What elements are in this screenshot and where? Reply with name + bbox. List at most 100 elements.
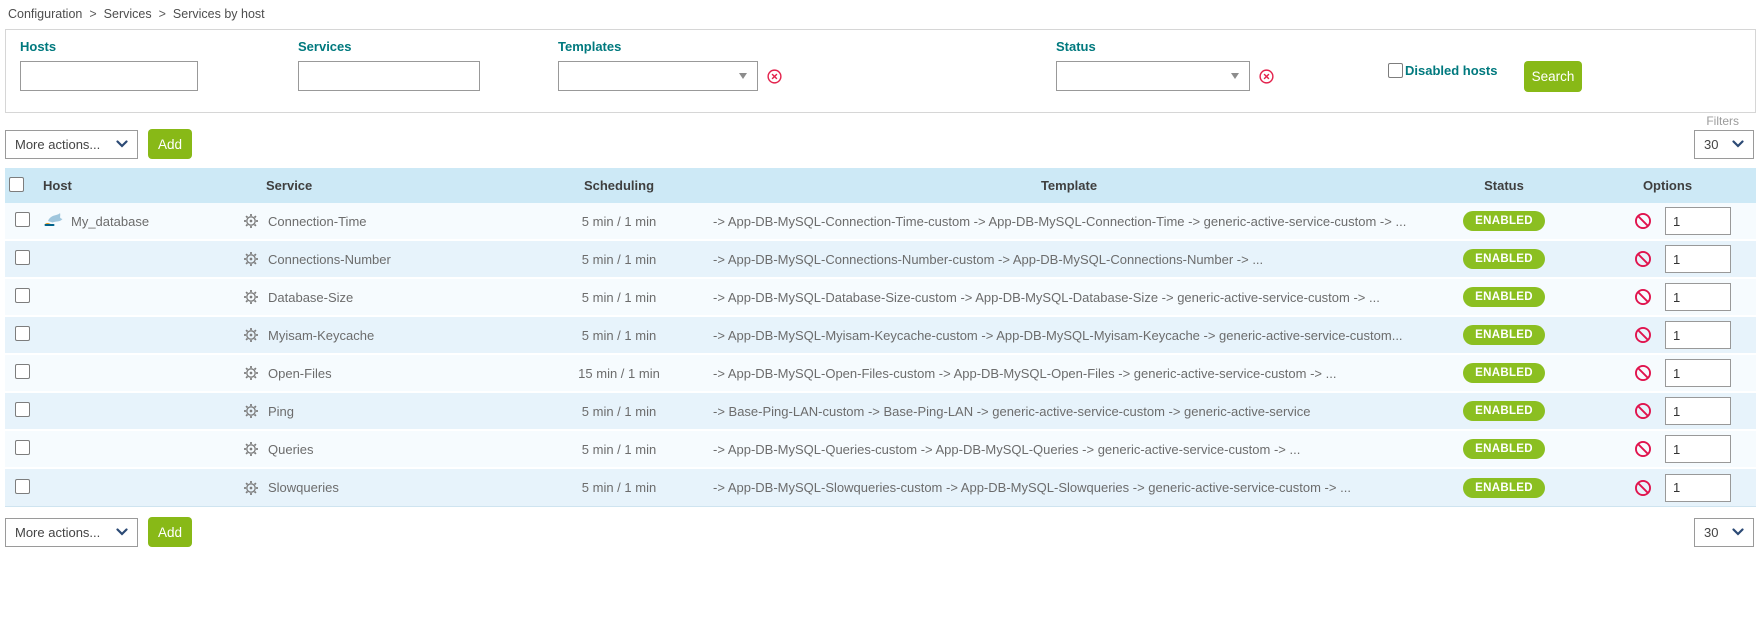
- disable-service-icon[interactable]: [1634, 288, 1652, 306]
- status-label: Status: [1056, 39, 1096, 54]
- service-name[interactable]: Open-Files: [268, 365, 332, 381]
- table-row: Connections-Number 5 min / 1 min -> App-…: [5, 241, 1756, 279]
- table-row: Database-Size 5 min / 1 min -> App-DB-My…: [5, 279, 1756, 317]
- row-checkbox[interactable]: [14, 326, 30, 341]
- status-badge: ENABLED: [1463, 363, 1545, 383]
- more-actions-select[interactable]: More actions...: [5, 129, 138, 159]
- services-filter-group: Services: [298, 39, 480, 91]
- order-input[interactable]: [1665, 207, 1731, 235]
- host-name[interactable]: My_database: [71, 213, 150, 229]
- table-row: Ping 5 min / 1 min -> Base-Ping-LAN-cust…: [5, 393, 1756, 431]
- breadcrumb-separator: >: [89, 7, 97, 21]
- template-chain: -> App-DB-MySQL-Database-Size-custom -> …: [709, 279, 1429, 317]
- add-button[interactable]: Add: [148, 517, 192, 547]
- service-name[interactable]: Connection-Time: [268, 213, 367, 229]
- templates-select[interactable]: [558, 61, 758, 91]
- services-table: Host Service Scheduling Template Status …: [5, 168, 1756, 507]
- gear-icon: [243, 327, 259, 343]
- bottom-toolbar: More actions... Add 30: [5, 517, 1756, 547]
- disable-service-icon[interactable]: [1634, 250, 1652, 268]
- scheduling-value: 5 min / 1 min: [529, 431, 709, 469]
- page-size-select[interactable]: 30: [1694, 517, 1754, 547]
- add-button[interactable]: Add: [148, 129, 192, 159]
- column-header-service: Service: [239, 168, 529, 203]
- row-checkbox[interactable]: [14, 402, 30, 417]
- table-header-row: Host Service Scheduling Template Status …: [5, 168, 1756, 203]
- template-chain: -> App-DB-MySQL-Connections-Number-custo…: [709, 241, 1429, 279]
- status-badge: ENABLED: [1463, 477, 1545, 498]
- column-header-options: Options: [1579, 168, 1756, 203]
- filters-caption: Filters: [1706, 114, 1739, 128]
- service-name[interactable]: Database-Size: [268, 289, 354, 305]
- template-chain: -> App-DB-MySQL-Open-Files-custom -> App…: [709, 355, 1429, 393]
- order-input[interactable]: [1665, 397, 1731, 425]
- order-input[interactable]: [1665, 283, 1731, 311]
- more-actions-label: More actions...: [15, 524, 101, 540]
- template-chain: -> App-DB-MySQL-Connection-Time-custom -…: [709, 203, 1429, 241]
- row-checkbox[interactable]: [14, 288, 30, 303]
- chevron-down-icon: [1231, 73, 1239, 79]
- services-input[interactable]: [298, 61, 480, 91]
- breadcrumb-item-services-by-host: Services by host: [172, 7, 265, 21]
- row-checkbox[interactable]: [14, 478, 30, 494]
- disable-service-icon[interactable]: [1634, 440, 1652, 458]
- service-name[interactable]: Connections-Number: [268, 251, 391, 267]
- service-name[interactable]: Myisam-Keycache: [268, 327, 375, 343]
- services-label: Services: [298, 39, 352, 54]
- table-row: My_database Connection-Time 5 min / 1 mi…: [5, 203, 1756, 241]
- order-input[interactable]: [1665, 321, 1731, 349]
- status-filter-group: Status: [1056, 39, 1275, 91]
- disable-service-icon[interactable]: [1634, 402, 1652, 420]
- row-checkbox[interactable]: [14, 440, 30, 455]
- row-checkbox[interactable]: [14, 364, 30, 379]
- gear-icon: [243, 480, 259, 496]
- chevron-down-icon: [739, 73, 747, 79]
- search-button[interactable]: Search: [1524, 61, 1582, 92]
- breadcrumb-separator: >: [158, 7, 166, 21]
- scheduling-value: 5 min / 1 min: [529, 241, 709, 279]
- clear-status-filter-icon[interactable]: [1258, 68, 1275, 85]
- scheduling-value: 5 min / 1 min: [529, 393, 709, 431]
- template-chain: -> App-DB-MySQL-Slowqueries-custom -> Ap…: [709, 469, 1429, 507]
- templates-label: Templates: [558, 39, 622, 54]
- gear-icon: [243, 365, 259, 381]
- service-name[interactable]: Slowqueries: [268, 480, 339, 495]
- order-input[interactable]: [1665, 473, 1731, 502]
- page-size-value: 30: [1704, 136, 1719, 152]
- disabled-hosts-group: Disabled hosts: [1388, 63, 1497, 78]
- breadcrumb: Configuration > Services > Services by host: [0, 0, 1761, 29]
- breadcrumb-item-configuration[interactable]: Configuration: [8, 7, 83, 21]
- disable-service-icon[interactable]: [1634, 364, 1652, 382]
- disable-service-icon[interactable]: [1634, 326, 1652, 344]
- service-name[interactable]: Queries: [268, 441, 314, 457]
- clear-templates-filter-icon[interactable]: [766, 68, 783, 85]
- chevron-down-icon: [116, 528, 128, 536]
- row-checkbox[interactable]: [14, 250, 30, 265]
- status-badge: ENABLED: [1463, 211, 1545, 231]
- order-input[interactable]: [1665, 435, 1731, 463]
- disabled-hosts-checkbox[interactable]: [1388, 63, 1403, 78]
- row-checkbox[interactable]: [14, 212, 30, 227]
- status-select[interactable]: [1056, 61, 1250, 91]
- hosts-input[interactable]: [20, 61, 198, 91]
- select-all-checkbox[interactable]: [9, 176, 24, 192]
- template-chain: -> App-DB-MySQL-Queries-custom -> App-DB…: [709, 431, 1429, 469]
- breadcrumb-item-services[interactable]: Services: [103, 7, 152, 21]
- gear-icon: [243, 251, 259, 267]
- disable-service-icon[interactable]: [1634, 212, 1652, 230]
- more-actions-label: More actions...: [15, 136, 101, 152]
- service-name[interactable]: Ping: [268, 403, 295, 419]
- disable-service-icon[interactable]: [1634, 479, 1652, 497]
- order-input[interactable]: [1665, 359, 1731, 387]
- template-chain: -> Base-Ping-LAN-custom -> Base-Ping-LAN…: [709, 393, 1429, 431]
- table-row: Open-Files 15 min / 1 min -> App-DB-MySQ…: [5, 355, 1756, 393]
- page-size-select[interactable]: 30: [1694, 129, 1754, 159]
- status-badge: ENABLED: [1463, 325, 1545, 345]
- more-actions-select[interactable]: More actions...: [5, 517, 138, 547]
- scheduling-value: 5 min / 1 min: [529, 469, 709, 507]
- filter-panel: Hosts Services Templates Status D: [5, 29, 1756, 128]
- mysql-host-icon: [43, 212, 65, 230]
- status-badge: ENABLED: [1463, 401, 1545, 421]
- order-input[interactable]: [1665, 245, 1731, 273]
- top-toolbar: More actions... Add 30: [5, 129, 1756, 159]
